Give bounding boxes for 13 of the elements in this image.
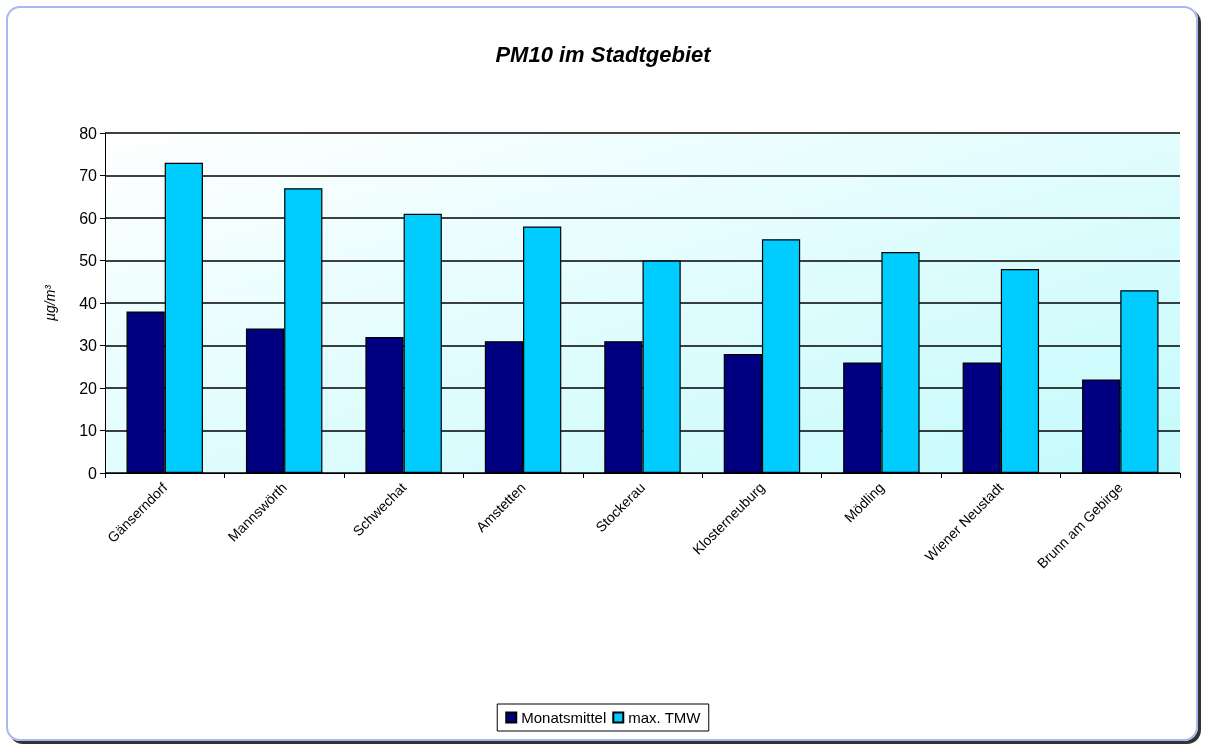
y-axis-title: µg/m³ — [42, 284, 58, 322]
y-tick-label: 50 — [79, 252, 98, 269]
y-tick-label: 80 — [79, 124, 98, 142]
y-tick-label: 0 — [88, 464, 98, 482]
y-tick-label: 30 — [79, 337, 98, 354]
legend-label: max. TMW — [628, 709, 702, 726]
chart-title: PM10 im Stadtgebiet — [495, 41, 713, 67]
y-tick-label: 40 — [79, 294, 98, 312]
y-tick-label: 60 — [79, 209, 98, 227]
y-tick-label: 20 — [79, 379, 98, 397]
y-tick-label: 10 — [79, 422, 98, 439]
y-tick-label: 70 — [79, 167, 98, 184]
legend-label: Monatsmittel — [521, 709, 607, 726]
